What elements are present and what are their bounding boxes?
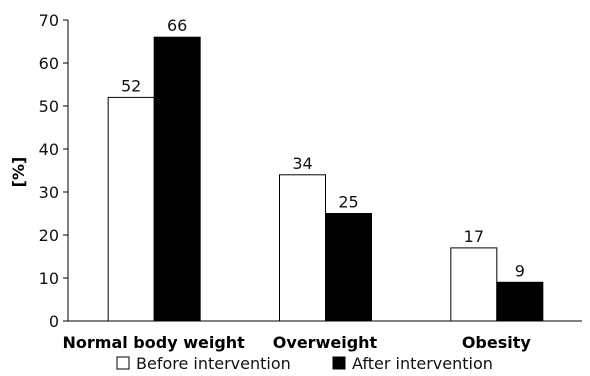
data-label: 52 [121, 76, 141, 95]
data-label: 9 [515, 261, 525, 280]
bar-after-0 [153, 36, 201, 322]
data-label: 66 [167, 16, 187, 35]
y-axis-ticks: 0 10 20 30 40 50 60 70 [39, 11, 68, 331]
y-tick-label: 0 [49, 312, 59, 331]
category-labels: Normal body weight Overweight Obesity [63, 333, 532, 352]
y-tick-label: 10 [39, 269, 59, 288]
y-tick-label: 70 [39, 11, 59, 30]
category-label: Normal body weight [63, 333, 246, 352]
legend-swatch-before [116, 356, 130, 370]
chart-bars [107, 36, 544, 322]
bar-after-2 [496, 281, 544, 322]
legend-swatch-after [332, 356, 346, 370]
legend-label: Before intervention [136, 354, 291, 373]
data-label: 25 [338, 193, 358, 212]
y-tick-label: 30 [39, 183, 59, 202]
category-label: Obesity [462, 333, 532, 352]
bar-before-0 [107, 96, 155, 322]
bar-after-1 [325, 213, 372, 322]
y-axis-label: [%] [9, 157, 28, 188]
y-tick-label: 60 [39, 54, 59, 73]
y-tick-label: 50 [39, 97, 59, 116]
data-labels: 52 66 34 25 17 9 [121, 16, 525, 280]
category-label: Overweight [273, 333, 378, 352]
legend-label: After intervention [352, 354, 493, 373]
bar-before-2 [450, 247, 498, 322]
y-tick-label: 20 [39, 226, 59, 245]
data-label: 17 [464, 227, 484, 246]
y-tick-label: 40 [39, 140, 59, 159]
bar-before-1 [279, 174, 326, 322]
data-label: 34 [292, 154, 312, 173]
chart-legend: Before intervention After intervention [116, 354, 493, 373]
